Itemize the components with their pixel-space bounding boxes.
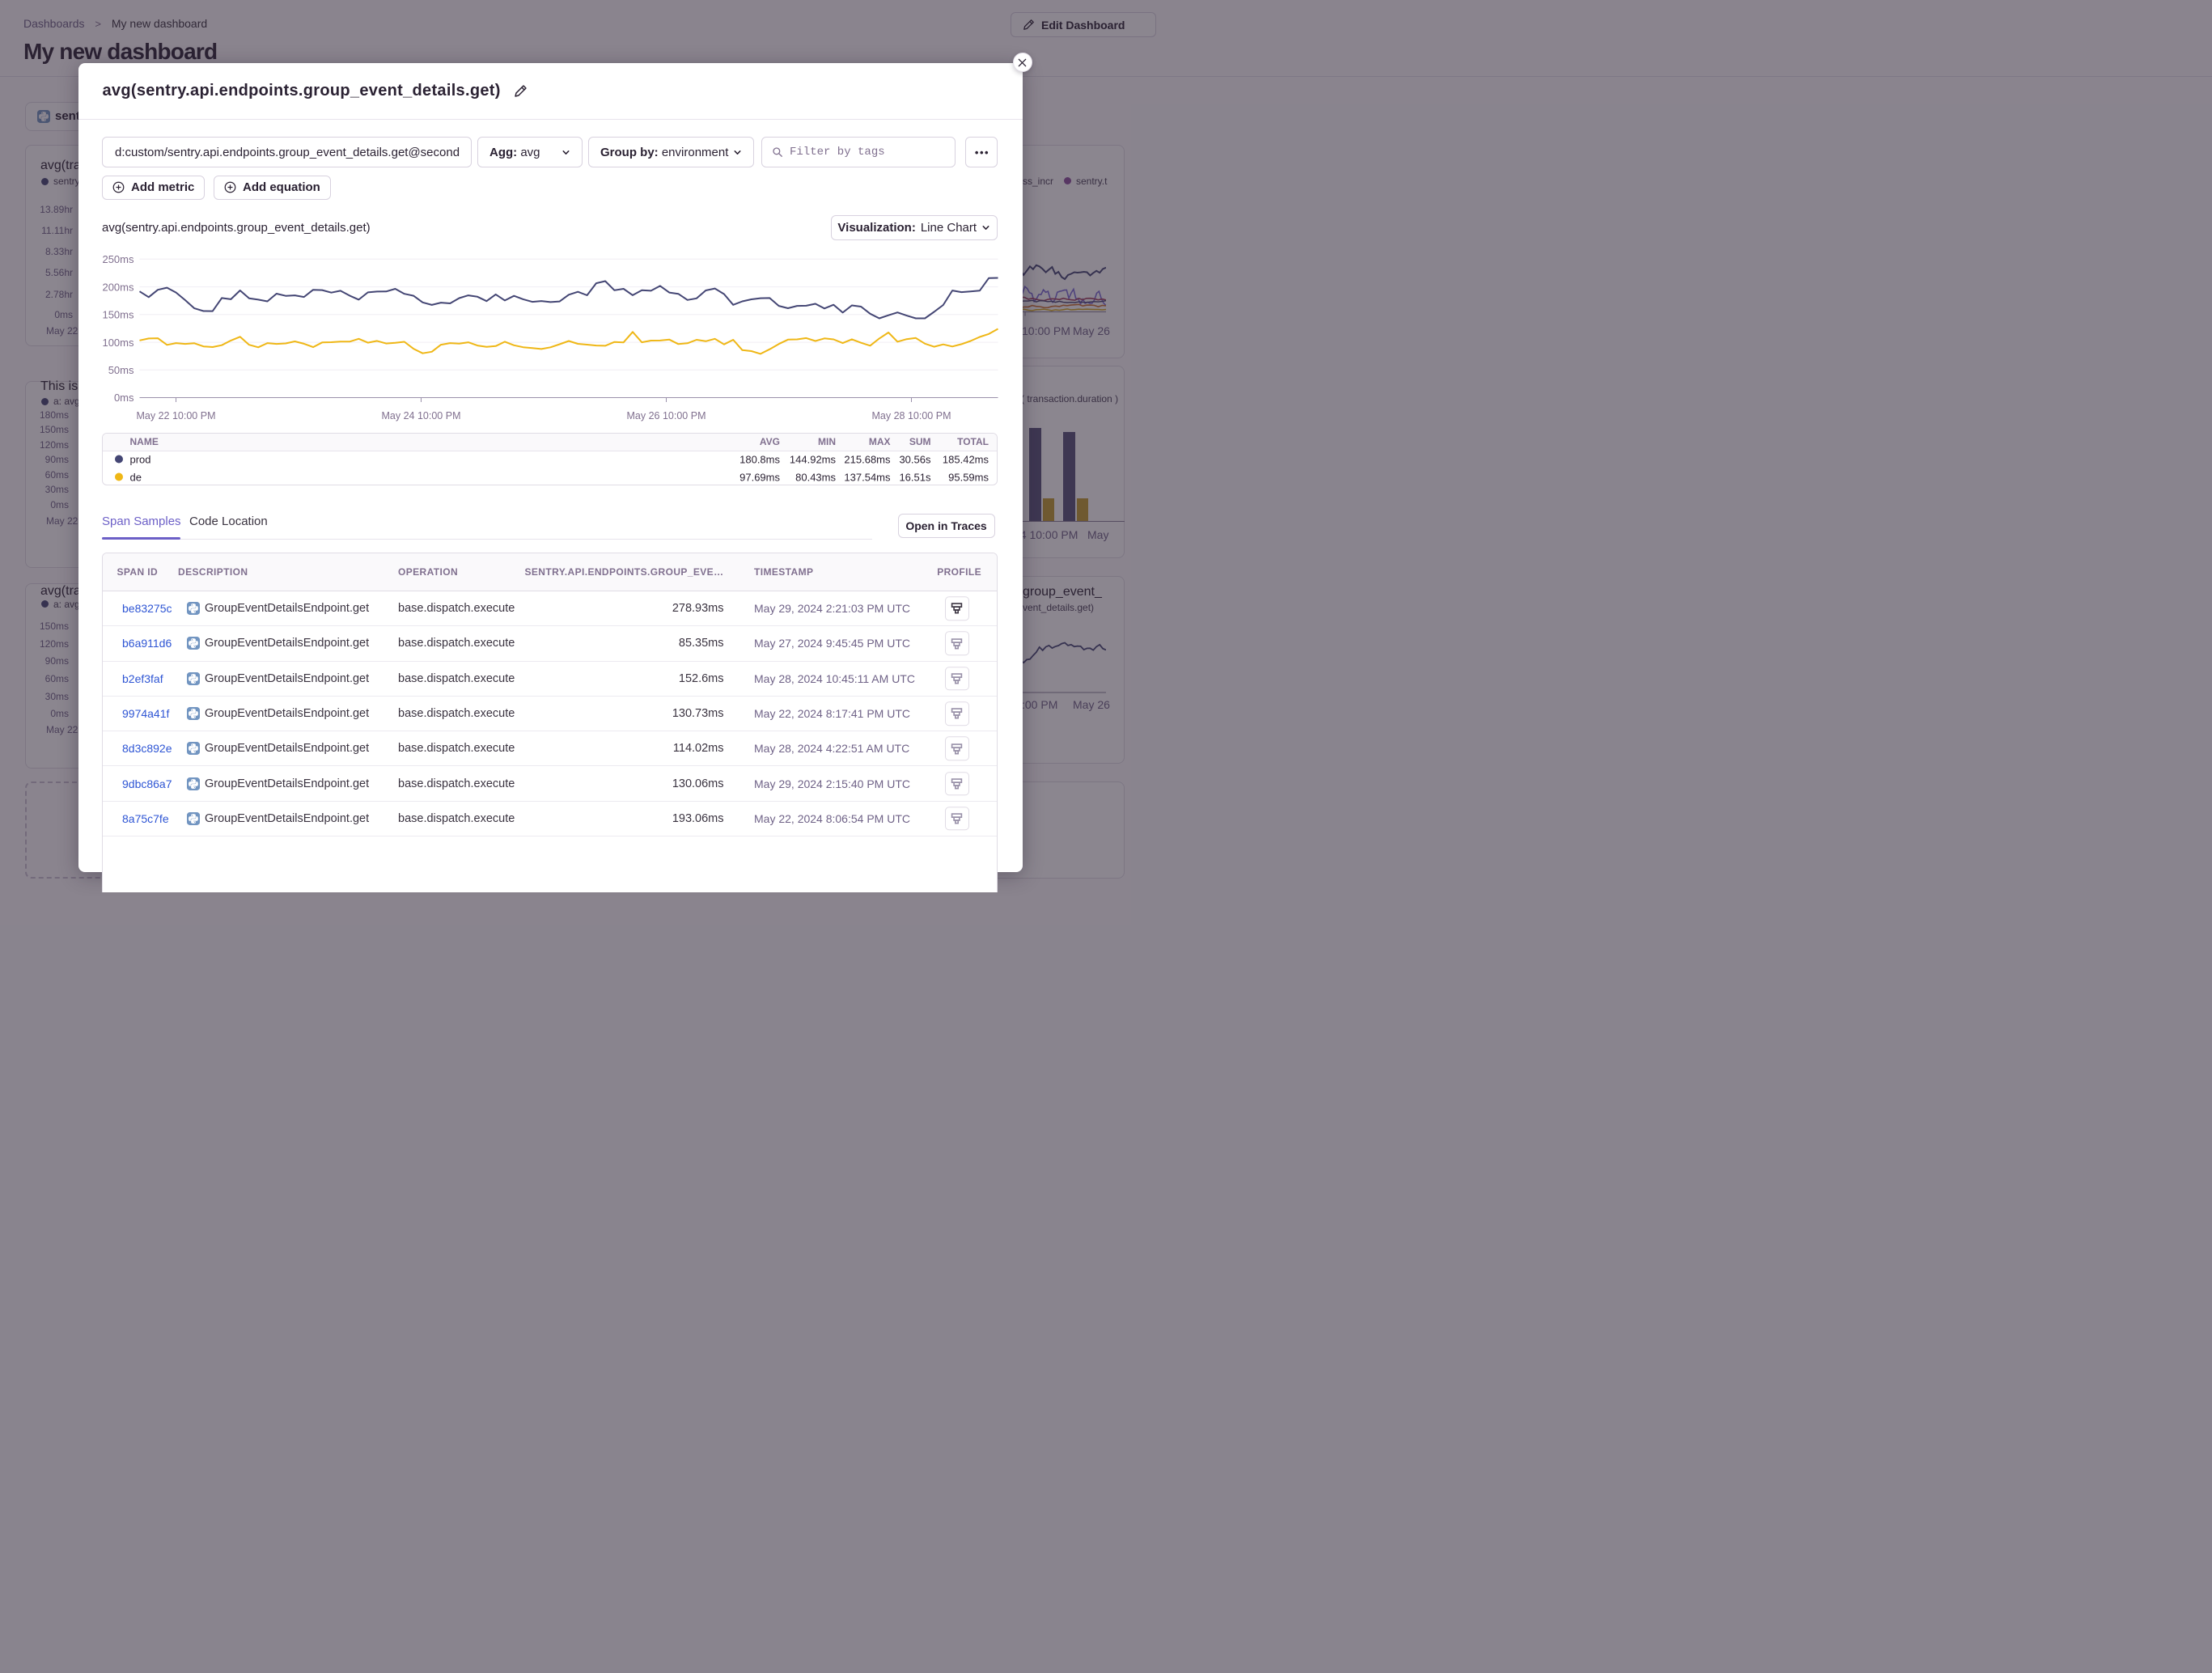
svg-text:100ms: 100ms (102, 337, 134, 349)
svg-text:0ms: 0ms (113, 392, 133, 404)
svg-text:250ms: 250ms (102, 253, 134, 265)
svg-text:May 22 10:00 PM: May 22 10:00 PM (136, 410, 215, 421)
svg-text:200ms: 200ms (102, 281, 134, 293)
svg-text:May 26 10:00 PM: May 26 10:00 PM (626, 410, 706, 421)
svg-text:May 24 10:00 PM: May 24 10:00 PM (381, 410, 460, 421)
svg-text:150ms: 150ms (102, 308, 134, 320)
svg-text:May 28 10:00 PM: May 28 10:00 PM (871, 410, 951, 421)
svg-text:50ms: 50ms (108, 364, 133, 376)
